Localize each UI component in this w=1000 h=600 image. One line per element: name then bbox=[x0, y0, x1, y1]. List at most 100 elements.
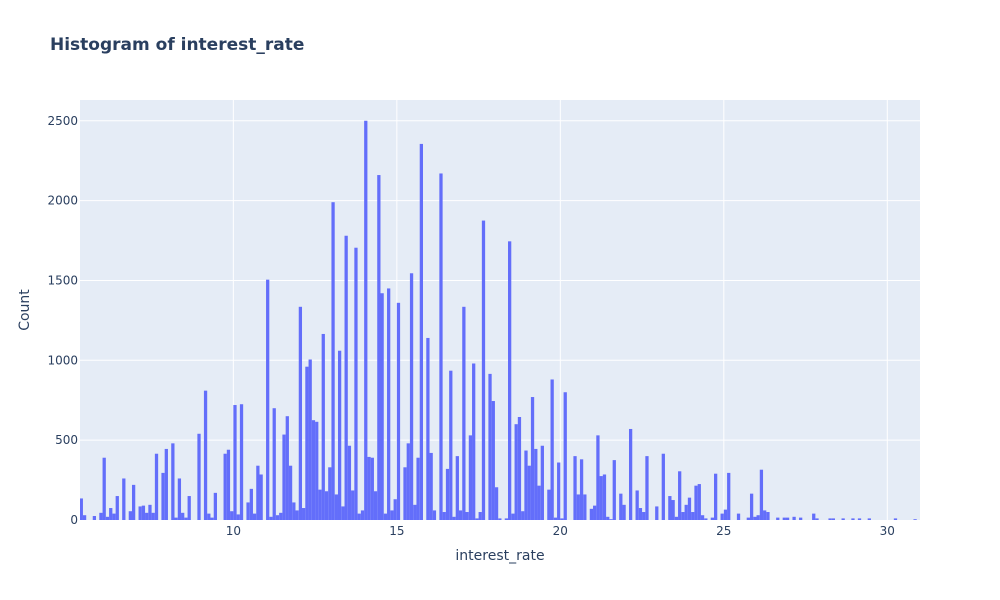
histogram-bar bbox=[560, 518, 564, 520]
histogram-bar bbox=[449, 370, 453, 520]
histogram-bar bbox=[203, 390, 208, 520]
histogram-bar bbox=[674, 516, 679, 520]
histogram-bar bbox=[893, 518, 898, 520]
histogram-bar bbox=[236, 514, 240, 520]
histogram-bar bbox=[177, 478, 182, 520]
y-tick-label: 1500 bbox=[47, 273, 78, 287]
histogram-bar bbox=[691, 512, 695, 520]
histogram-bar bbox=[285, 416, 289, 520]
histogram-bar bbox=[324, 491, 329, 520]
y-tick-label: 2000 bbox=[47, 194, 78, 208]
histogram-bar bbox=[233, 405, 237, 520]
histogram-bar bbox=[697, 484, 701, 520]
histogram-bar bbox=[282, 434, 286, 520]
histogram-bar bbox=[223, 453, 227, 520]
x-tick-label: 10 bbox=[226, 524, 241, 538]
histogram-bar bbox=[442, 512, 446, 520]
y-tick-label: 500 bbox=[55, 433, 78, 447]
histogram-bar bbox=[749, 493, 754, 520]
histogram-bar bbox=[687, 497, 692, 520]
histogram-bar bbox=[867, 518, 871, 520]
histogram-bar bbox=[517, 416, 522, 520]
histogram-bar bbox=[387, 288, 391, 520]
histogram-bar bbox=[642, 512, 646, 520]
histogram-bar bbox=[288, 465, 293, 520]
histogram-bar bbox=[341, 506, 345, 520]
y-tick-label: 1000 bbox=[47, 353, 78, 367]
histogram-bar bbox=[494, 487, 499, 520]
histogram-bar bbox=[645, 456, 649, 520]
histogram-bar bbox=[579, 459, 584, 520]
histogram-bar bbox=[776, 517, 780, 520]
histogram-bar bbox=[465, 512, 469, 520]
plot-area bbox=[80, 100, 920, 520]
histogram-bar bbox=[321, 333, 325, 520]
histogram-bar bbox=[668, 496, 672, 520]
histogram-bar bbox=[292, 502, 296, 520]
histogram-bar bbox=[347, 445, 352, 520]
histogram-bar bbox=[370, 457, 374, 520]
histogram-bar bbox=[831, 518, 835, 520]
histogram-bar bbox=[812, 513, 816, 520]
histogram-bar bbox=[80, 498, 83, 520]
histogram-bar bbox=[409, 273, 414, 520]
histogram-bar bbox=[704, 518, 708, 520]
histogram-bar bbox=[684, 504, 688, 520]
histogram-bar bbox=[619, 493, 623, 520]
histogram-bar bbox=[527, 465, 531, 520]
histogram-bar bbox=[841, 518, 845, 520]
x-tick-label: 30 bbox=[880, 524, 895, 538]
histogram-bar bbox=[530, 397, 535, 520]
histogram-bar bbox=[311, 420, 316, 520]
histogram-bar bbox=[481, 220, 486, 520]
histogram-bar bbox=[468, 435, 473, 520]
histogram-bar bbox=[308, 359, 312, 520]
histogram-bar bbox=[547, 489, 551, 520]
histogram-bar bbox=[396, 302, 401, 520]
x-axis-ticks: 10 15 20 25 30 bbox=[226, 524, 895, 538]
histogram-bar bbox=[609, 519, 613, 520]
histogram-bar bbox=[792, 516, 796, 520]
x-tick-label: 20 bbox=[553, 524, 568, 538]
histogram-bar bbox=[563, 392, 567, 520]
histogram-bar bbox=[766, 512, 770, 520]
histogram-bar bbox=[475, 518, 479, 520]
histogram-bar bbox=[606, 516, 610, 520]
histogram-bar bbox=[252, 513, 257, 520]
histogram-bar bbox=[213, 492, 218, 520]
histogram-bar bbox=[498, 518, 502, 520]
histogram-bar bbox=[694, 485, 698, 520]
histogram-bar bbox=[259, 474, 263, 520]
histogram-bar bbox=[759, 469, 764, 520]
histogram-bar bbox=[151, 512, 155, 520]
histogram-bar bbox=[272, 408, 276, 520]
histogram-bar bbox=[524, 450, 528, 520]
histogram-bar bbox=[145, 512, 149, 520]
histogram-bar bbox=[354, 247, 358, 520]
histogram-bar bbox=[455, 456, 459, 520]
histogram-bar bbox=[331, 202, 335, 520]
histogram-bar bbox=[239, 404, 244, 520]
histogram-bar bbox=[785, 517, 790, 520]
x-axis-title: interest_rate bbox=[455, 548, 544, 564]
histogram-bar bbox=[589, 508, 594, 520]
histogram-bar bbox=[318, 489, 322, 520]
histogram-bars bbox=[80, 120, 917, 520]
histogram-bar bbox=[756, 515, 760, 520]
histogram-bar bbox=[315, 421, 319, 520]
histogram-bar bbox=[720, 513, 724, 520]
histogram-bar bbox=[913, 519, 917, 520]
histogram-bar bbox=[596, 435, 600, 520]
histogram-bar bbox=[105, 516, 110, 520]
histogram-bar bbox=[508, 241, 512, 520]
histogram-bar bbox=[226, 449, 231, 520]
histogram-bar bbox=[514, 424, 518, 520]
histogram-bar bbox=[380, 293, 384, 520]
y-axis-ticks: 0 500 1000 1500 2000 2500 bbox=[47, 114, 78, 527]
histogram-bar bbox=[383, 513, 388, 520]
histogram-bar bbox=[628, 428, 633, 520]
histogram-bar bbox=[305, 366, 309, 520]
histogram-bar bbox=[207, 513, 211, 520]
histogram-bar bbox=[576, 494, 580, 520]
